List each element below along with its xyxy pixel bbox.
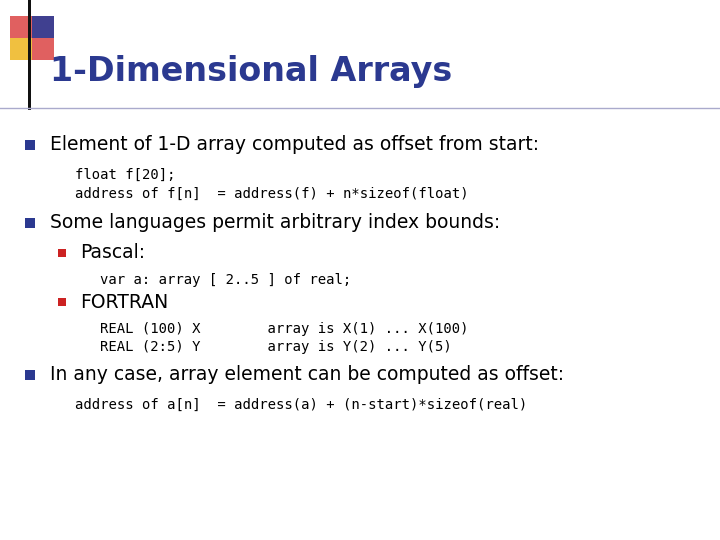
Text: 1-Dimensional Arrays: 1-Dimensional Arrays — [50, 56, 452, 89]
Text: var a: array [ 2..5 ] of real;: var a: array [ 2..5 ] of real; — [100, 273, 351, 287]
Bar — [32, 16, 54, 38]
Text: Pascal:: Pascal: — [80, 244, 145, 262]
Bar — [10, 16, 32, 38]
Text: FORTRAN: FORTRAN — [80, 293, 168, 312]
Text: Some languages permit arbitrary index bounds:: Some languages permit arbitrary index bo… — [50, 213, 500, 233]
Text: In any case, array element can be computed as offset:: In any case, array element can be comput… — [50, 366, 564, 384]
Bar — [32, 38, 54, 60]
Text: float f[20];: float f[20]; — [75, 168, 176, 182]
Text: Element of 1-D array computed as offset from start:: Element of 1-D array computed as offset … — [50, 136, 539, 154]
Bar — [25, 140, 35, 150]
Bar — [25, 218, 35, 228]
Text: address of f[n]  = address(f) + n*sizeof(float): address of f[n] = address(f) + n*sizeof(… — [75, 187, 469, 201]
Bar — [58, 249, 66, 257]
Text: REAL (2:5) Y        array is Y(2) ... Y(5): REAL (2:5) Y array is Y(2) ... Y(5) — [100, 340, 451, 354]
Bar — [28, 0, 31, 110]
Bar — [25, 370, 35, 380]
Bar — [10, 38, 32, 60]
Text: address of a[n]  = address(a) + (n-start)*sizeof(real): address of a[n] = address(a) + (n-start)… — [75, 398, 527, 412]
Bar — [58, 298, 66, 306]
Text: REAL (100) X        array is X(1) ... X(100): REAL (100) X array is X(1) ... X(100) — [100, 322, 469, 336]
